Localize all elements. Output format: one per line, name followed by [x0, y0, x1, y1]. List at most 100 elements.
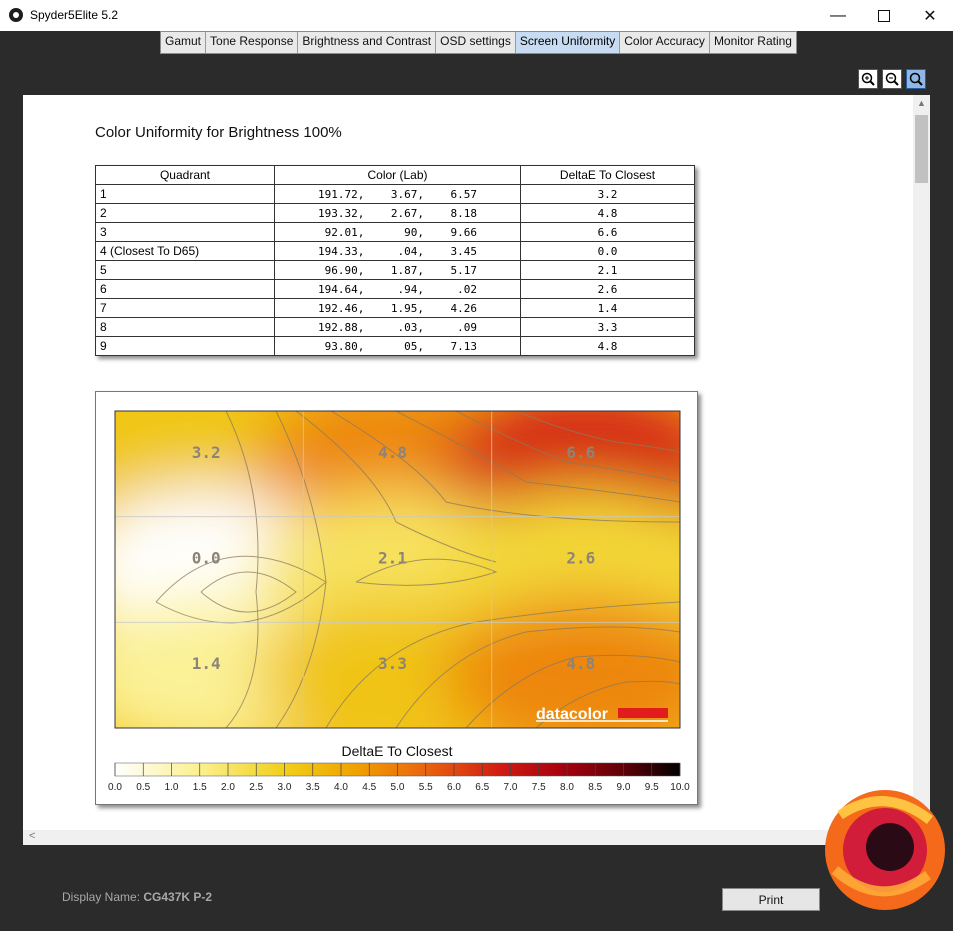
table-row: 1 191.72, 3.67, 6.57 3.2 — [95, 184, 695, 204]
table-row: 6 194.64, .94, .02 2.6 — [95, 279, 695, 299]
colorbar-tick-label: 6.0 — [447, 782, 461, 793]
contour-line — [200, 571, 297, 613]
cell-delta-e: 2.6 — [520, 279, 695, 299]
title-bar: Spyder5Elite 5.2 — ✕ — [0, 0, 953, 31]
zoom-out-button[interactable] — [882, 69, 902, 89]
close-button[interactable]: ✕ — [907, 0, 953, 31]
display-name: Display Name: CG437K P-2 — [62, 890, 212, 904]
colorbar-tick-label: 0.5 — [136, 782, 150, 793]
uniformity-heatmap: 3.2 4.8 6.6 0.0 2.1 2.6 1.4 3.3 4.8 datacolor De… — [108, 410, 690, 793]
zoom-in-icon — [861, 72, 875, 86]
cell-delta-e: 1.4 — [520, 298, 695, 318]
colorbar-tick-label: 5.5 — [419, 782, 433, 793]
colorbar-tick-label: 5.0 — [391, 782, 405, 793]
tab-bar: Gamut Tone Response Brightness and Contr… — [160, 31, 797, 54]
cell-color-lab: 194.64, .94, .02 — [274, 279, 521, 299]
cell-delta-e: 6.6 — [520, 222, 695, 242]
tab-gamut[interactable]: Gamut — [161, 32, 207, 53]
cell-quadrant: 2 — [95, 203, 275, 223]
cell-delta-e: 4.8 — [520, 336, 695, 356]
contour-line — [225, 411, 259, 728]
maximize-icon — [878, 9, 890, 22]
colorbar-tick-label: 6.5 — [475, 782, 489, 793]
colorbar-tick-label: 2.5 — [249, 782, 263, 793]
close-icon: ✕ — [923, 7, 937, 25]
cell-delta-e: 3.2 — [520, 184, 695, 204]
cell-color-lab: 96.90, 1.87, 5.17 — [274, 260, 521, 280]
cell-color-lab: 92.01, 90, 9.66 — [274, 222, 521, 242]
colorbar-tick-label: 3.0 — [278, 782, 292, 793]
horizontal-scrollbar[interactable]: < — [23, 830, 913, 845]
table-row: 9 93.80, 05, 7.13 4.8 — [95, 336, 695, 356]
colorbar-tick-label: 0.0 — [108, 782, 122, 793]
cell-quadrant: 5 — [95, 260, 275, 280]
table-row: 4 (Closest To D65) 194.33, .04, 3.45 0.0 — [95, 241, 695, 261]
cell-value-label-top-right: 6.6 — [566, 443, 595, 462]
cell-quadrant: 8 — [95, 317, 275, 337]
zoom-toolbar — [858, 69, 926, 89]
colorbar-tick-label: 7.0 — [504, 782, 518, 793]
colorbar-tick-label: 3.5 — [306, 782, 320, 793]
contour-line — [535, 680, 680, 728]
contour-line — [395, 626, 680, 728]
display-name-label: Display Name: — [62, 890, 141, 904]
table-row: 7 192.46, 1.95, 4.26 1.4 — [95, 298, 695, 318]
cell-color-lab: 194.33, .04, 3.45 — [274, 241, 521, 261]
cell-value-label-center: 2.1 — [378, 549, 407, 568]
colorbar-tick-label: 1.5 — [193, 782, 207, 793]
print-button[interactable]: Print — [722, 888, 820, 911]
table-row: 8 192.88, .03, .09 3.3 — [95, 317, 695, 337]
logo-watermark — [825, 790, 945, 910]
cell-color-lab: 93.80, 05, 7.13 — [274, 336, 521, 356]
header-quadrant: Quadrant — [95, 165, 275, 185]
tab-osd-settings[interactable]: OSD settings — [436, 32, 516, 53]
cell-quadrant: 3 — [95, 222, 275, 242]
colorbar-title: DeltaE To Closest — [341, 743, 452, 759]
tab-monitor-rating[interactable]: Monitor Rating — [713, 34, 792, 48]
scroll-left-icon[interactable]: < — [29, 830, 36, 842]
cell-value-label-bottom-left: 1.4 — [192, 654, 221, 673]
zoom-fit-icon — [909, 72, 923, 86]
colorbar-tick-label: 9.5 — [645, 782, 659, 793]
datacolor-watermark-bar — [618, 708, 668, 718]
colorbar-tick-label: 8.5 — [588, 782, 602, 793]
vertical-scrollbar[interactable]: ▲ — [913, 95, 930, 830]
tab-brightness-contrast[interactable]: Brightness and Contrast — [298, 32, 437, 53]
contour-line — [355, 558, 498, 586]
tab-color-accuracy[interactable]: Color Accuracy — [620, 32, 710, 53]
contour-line — [295, 411, 497, 563]
cell-value-label-top-center: 4.8 — [378, 443, 407, 462]
contour-line — [465, 654, 680, 728]
cell-delta-e: 0.0 — [520, 241, 695, 261]
cell-color-lab: 192.46, 1.95, 4.26 — [274, 298, 521, 318]
scroll-up-icon[interactable]: ▲ — [917, 98, 926, 108]
zoom-fit-button[interactable] — [906, 69, 926, 89]
contour-line — [395, 411, 680, 503]
maximize-button[interactable] — [861, 0, 907, 31]
minimize-button[interactable]: — — [815, 0, 861, 31]
cell-color-lab: 193.32, 2.67, 8.18 — [274, 203, 521, 223]
cell-quadrant: 9 — [95, 336, 275, 356]
colorbar-tick-label: 8.0 — [560, 782, 574, 793]
colorbar-tick-label: 9.0 — [617, 782, 631, 793]
cell-delta-e: 3.3 — [520, 317, 695, 337]
table-row: 3 92.01, 90, 9.66 6.6 — [95, 222, 695, 242]
minimize-icon: — — [830, 6, 846, 24]
scroll-thumb[interactable] — [915, 115, 928, 183]
tab-screen-uniformity[interactable]: Screen Uniformity — [515, 32, 621, 53]
zoom-out-icon — [885, 72, 899, 86]
colorbar-tick-label: 4.5 — [362, 782, 376, 793]
datacolor-watermark: datacolor — [536, 706, 608, 723]
cell-value-label-middle-left: 0.0 — [192, 549, 221, 568]
tab-tone-response[interactable]: Tone Response — [206, 32, 299, 53]
uniformity-table: Quadrant Color (Lab) DeltaE To Closest 1… — [95, 165, 695, 356]
zoom-in-button[interactable] — [858, 69, 878, 89]
report-title: Color Uniformity for Brightness 100% — [95, 124, 342, 141]
cell-value-label-bottom-center: 3.3 — [378, 654, 407, 673]
cell-quadrant: 6 — [95, 279, 275, 299]
cell-value-label-middle-right: 2.6 — [566, 549, 595, 568]
colorbar-tick-label: 4.0 — [334, 782, 348, 793]
status-bar — [12, 880, 544, 920]
cell-color-lab: 192.88, .03, .09 — [274, 317, 521, 337]
contour-line — [275, 411, 327, 728]
